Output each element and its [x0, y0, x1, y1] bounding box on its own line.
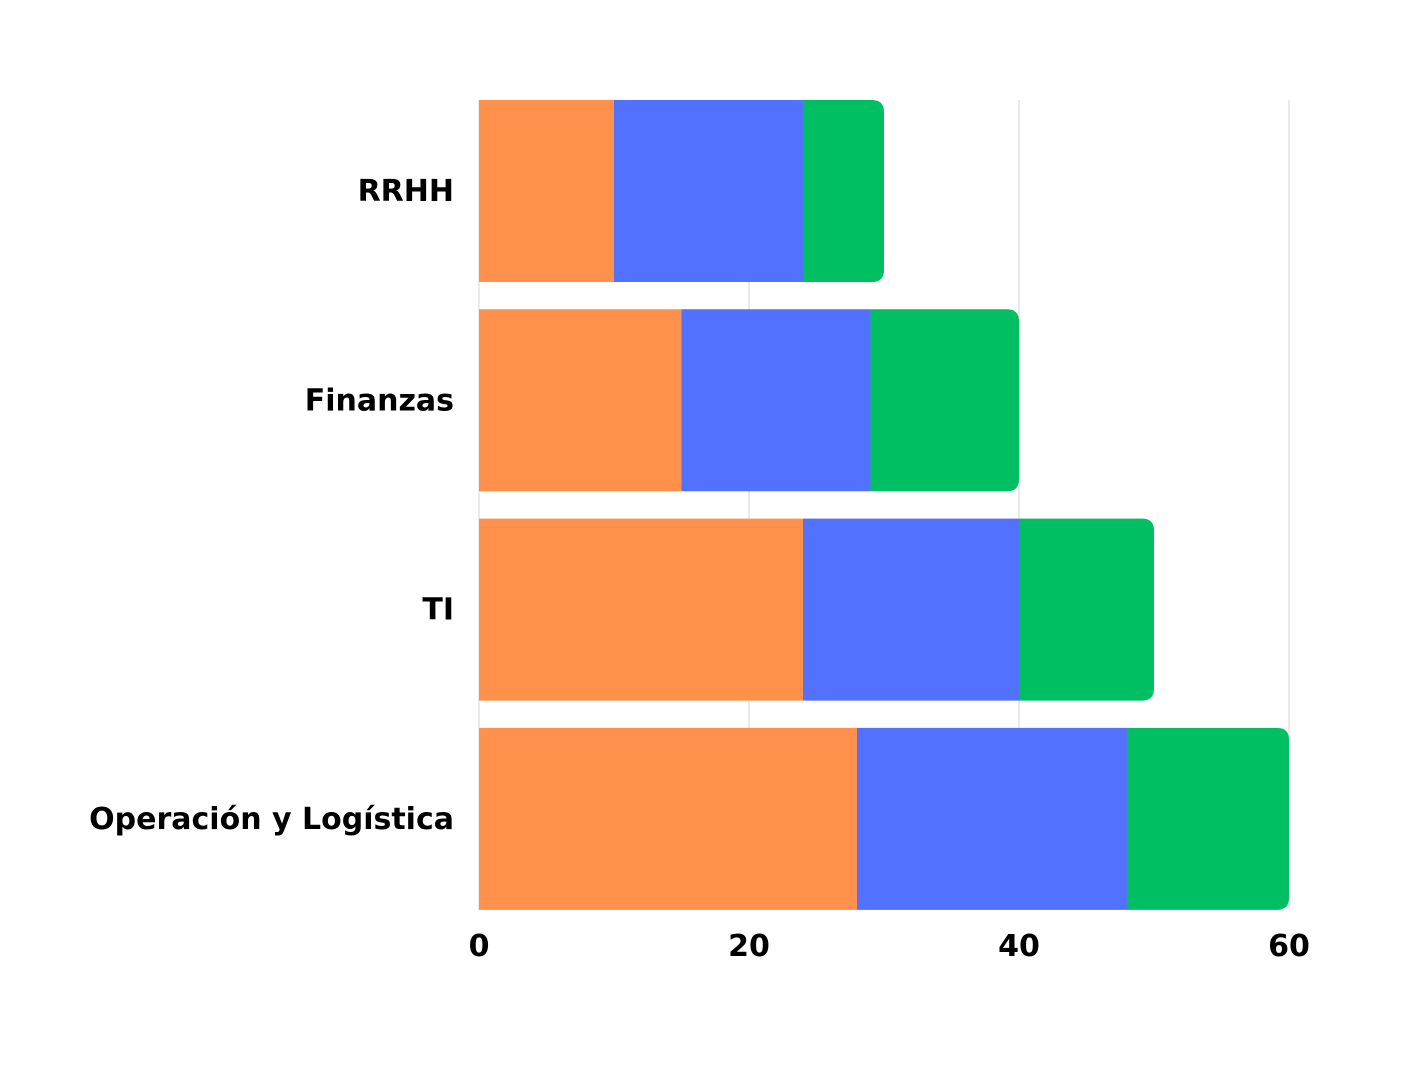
category-label: TI [422, 593, 454, 628]
x-tick-labels: 0 20 40 60 [469, 929, 1310, 964]
bar-segment-2-ti [803, 518, 1019, 701]
bar-segment-2-rrhh [614, 100, 803, 282]
bar-segment-1-ti [479, 518, 803, 701]
category-label: RRHH [358, 174, 454, 209]
x-tick-label-60: 60 [1268, 929, 1310, 964]
bar-segment-3-finanzas [870, 309, 1019, 492]
category-label: Operación y Logística [89, 802, 454, 837]
category-labels: RRHH Finanzas TI Operación y Logística [89, 174, 454, 837]
category-label: Finanzas [305, 383, 454, 418]
bar-segment-3-ti [1019, 518, 1154, 701]
bar-segment-3-rrhh [803, 100, 884, 282]
x-tick-label-0: 0 [469, 929, 490, 964]
bar-segment-2-operación-y-logística [857, 727, 1127, 910]
bar-segment-2-finanzas [681, 309, 871, 492]
bars [479, 100, 1289, 910]
x-tick-label-20: 20 [728, 929, 770, 964]
bar-segment-1-operación-y-logística [479, 727, 857, 910]
bar-segment-1-finanzas [479, 309, 682, 492]
bar-segment-3-operación-y-logística [1127, 727, 1289, 910]
x-tick-label-40: 40 [998, 929, 1040, 964]
bar-segment-1-rrhh [479, 100, 614, 282]
